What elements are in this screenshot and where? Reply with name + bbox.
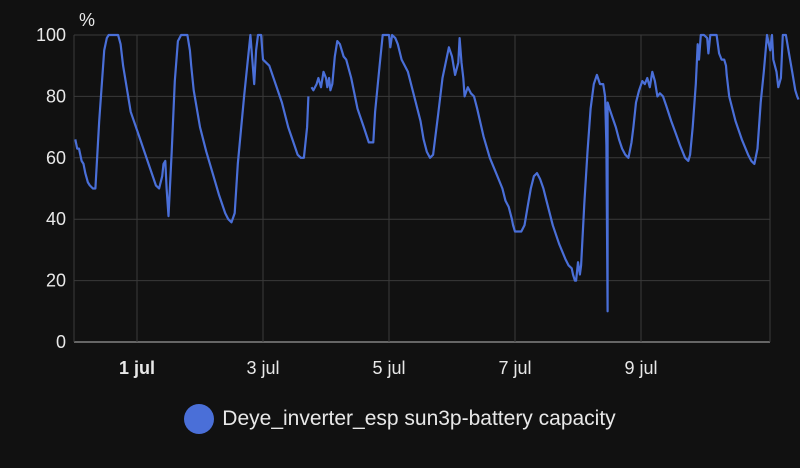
x-tick-label: 9 jul — [624, 358, 657, 378]
x-tick-label: 1 jul — [119, 358, 155, 378]
legend-label[interactable]: Deye_inverter_esp sun3p-battery capacity — [222, 407, 616, 430]
legend[interactable]: Deye_inverter_esp sun3p-battery capacity — [0, 404, 800, 434]
y-tick-label: 0 — [56, 332, 66, 352]
series-lines — [74, 33, 800, 313]
y-tick-label: 40 — [46, 209, 66, 229]
tick-labels: 0 20 40 60 80 100 1 jul 3 jul 5 jul 7 jul 9 jul — [36, 25, 658, 378]
x-tick-label: 5 jul — [372, 358, 405, 378]
y-tick-label: 60 — [46, 148, 66, 168]
y-axis-unit-label: % — [79, 10, 95, 30]
x-tick-label: 3 jul — [246, 358, 279, 378]
y-tick-label: 20 — [46, 271, 66, 291]
series-line[interactable] — [74, 33, 310, 224]
y-tick-label: 100 — [36, 25, 66, 45]
legend-swatch-icon[interactable] — [184, 404, 215, 434]
y-tick-label: 80 — [46, 86, 66, 106]
grid — [73, 34, 771, 343]
chart-plot: 0 20 40 60 80 100 1 jul 3 jul 5 jul 7 jul 9 jul % — [36, 10, 800, 378]
x-tick-label: 7 jul — [498, 358, 531, 378]
series-line[interactable] — [310, 33, 800, 313]
